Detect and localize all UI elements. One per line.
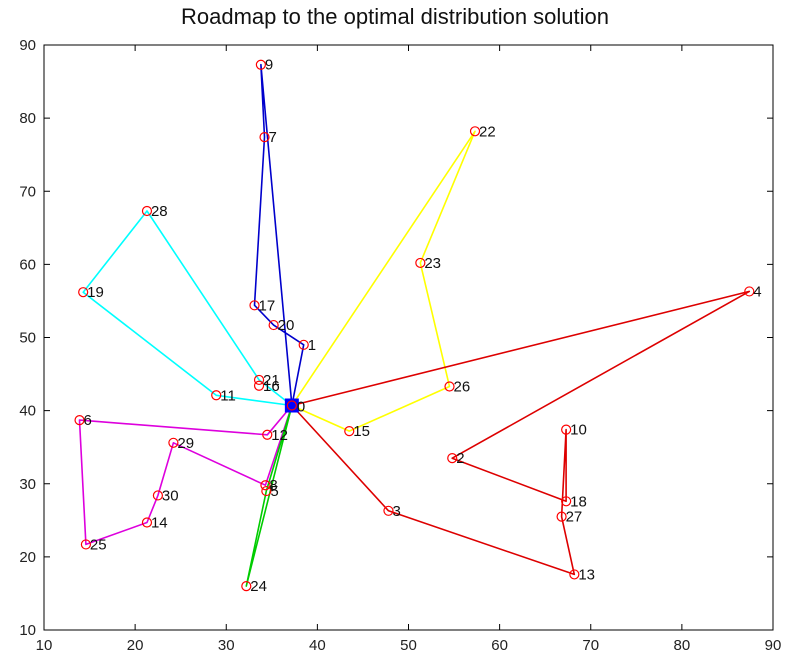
customer-label-14: 14 bbox=[151, 515, 168, 532]
x-tick-label: 30 bbox=[218, 637, 235, 654]
customer-marker-5 bbox=[261, 485, 272, 497]
x-tick-label: 80 bbox=[674, 637, 691, 654]
depot-circle bbox=[286, 400, 297, 411]
route-line-2 bbox=[291, 130, 476, 432]
customer-label-15: 15 bbox=[353, 423, 370, 440]
customer-label-28: 28 bbox=[151, 203, 168, 220]
y-tick-label: 40 bbox=[19, 403, 36, 420]
customer-label-18: 18 bbox=[570, 493, 587, 510]
routes-layer bbox=[78, 63, 751, 587]
customer-label-9: 9 bbox=[265, 57, 273, 74]
customer-label-2: 2 bbox=[456, 450, 464, 467]
customer-label-8: 8 bbox=[269, 477, 277, 494]
customer-marker-10 bbox=[561, 424, 572, 435]
customer-label-11: 11 bbox=[220, 387, 236, 404]
customer-marker-6 bbox=[74, 415, 85, 426]
customer-marker-16 bbox=[253, 380, 265, 391]
x-tick-label: 50 bbox=[400, 637, 417, 654]
customer-marker-12 bbox=[262, 429, 273, 440]
y-tick-label: 30 bbox=[19, 476, 36, 493]
x-tick-label: 20 bbox=[127, 637, 144, 654]
y-tick-label: 90 bbox=[19, 37, 36, 54]
y-tick-label: 10 bbox=[19, 622, 36, 639]
customer-label-30: 30 bbox=[162, 487, 179, 504]
customer-label-12: 12 bbox=[271, 427, 288, 444]
x-tick-label: 40 bbox=[309, 637, 326, 654]
customer-marker-26 bbox=[444, 381, 455, 392]
customer-marker-27 bbox=[556, 511, 567, 522]
customer-label-3: 3 bbox=[392, 503, 400, 520]
customer-marker-8 bbox=[260, 480, 271, 491]
customer-label-24: 24 bbox=[250, 578, 267, 595]
customer-label-6: 6 bbox=[84, 412, 92, 429]
route-line-1 bbox=[253, 63, 305, 406]
customer-marker-20 bbox=[268, 319, 279, 331]
customer-label-20: 20 bbox=[278, 317, 295, 334]
customer-marker-13 bbox=[569, 569, 580, 580]
customer-label-5: 5 bbox=[270, 483, 278, 500]
customer-marker-1 bbox=[298, 339, 309, 350]
customer-marker-30 bbox=[152, 490, 164, 501]
customer-marker-23 bbox=[415, 257, 426, 269]
customer-label-17: 17 bbox=[258, 297, 275, 314]
plot-frame bbox=[43, 44, 774, 631]
y-tick-label: 50 bbox=[19, 330, 36, 347]
customer-marker-2 bbox=[447, 453, 458, 464]
customer-marker-11 bbox=[211, 390, 222, 401]
customer-marker-21 bbox=[253, 374, 265, 386]
x-tick-label: 70 bbox=[582, 637, 599, 654]
customer-marker-19 bbox=[78, 287, 89, 298]
customer-marker-28 bbox=[141, 205, 153, 217]
customer-label-22: 22 bbox=[479, 123, 496, 140]
route-line-6 bbox=[291, 290, 751, 576]
customer-label-4: 4 bbox=[753, 283, 761, 300]
customer-label-23: 23 bbox=[424, 255, 441, 272]
y-tick-label: 80 bbox=[19, 110, 36, 127]
customer-label-13: 13 bbox=[578, 566, 595, 583]
chart-title: Roadmap to the optimal distribution solu… bbox=[180, 4, 610, 29]
customer-marker-15 bbox=[344, 426, 355, 437]
customer-label-26: 26 bbox=[454, 378, 471, 395]
customer-marker-17 bbox=[249, 300, 260, 311]
customer-marker-29 bbox=[168, 437, 179, 448]
customer-marker-18 bbox=[561, 496, 572, 507]
customer-marker-7 bbox=[259, 132, 270, 143]
x-tick-label: 90 bbox=[765, 637, 782, 654]
customer-marker-22 bbox=[469, 126, 481, 137]
customer-label-19: 19 bbox=[87, 284, 104, 301]
customer-label-16: 16 bbox=[263, 378, 280, 395]
x-tick-label: 10 bbox=[36, 637, 53, 654]
customer-marker-3 bbox=[383, 505, 394, 516]
customer-label-29: 29 bbox=[177, 435, 194, 452]
customer-label-25: 25 bbox=[90, 536, 107, 553]
customer-marker-14 bbox=[141, 517, 153, 528]
customer-marker-24 bbox=[241, 581, 252, 592]
customer-label-10: 10 bbox=[570, 422, 587, 439]
route-line-4 bbox=[78, 404, 293, 546]
customer-label-27: 27 bbox=[566, 509, 583, 526]
route-line-5 bbox=[245, 405, 293, 587]
customer-label-1: 1 bbox=[308, 337, 316, 354]
x-tick-label: 60 bbox=[491, 637, 508, 654]
customer-marker-9 bbox=[255, 59, 266, 70]
depot-label: 0 bbox=[297, 399, 305, 416]
customer-label-7: 7 bbox=[269, 129, 277, 146]
customer-marker-4 bbox=[744, 286, 755, 297]
route-line-3 bbox=[82, 210, 293, 407]
customer-marker-25 bbox=[80, 539, 92, 550]
customer-label-21: 21 bbox=[263, 372, 280, 389]
nodes-layer: 1234567891011121314151617181920212223242… bbox=[74, 57, 762, 595]
y-tick-label: 20 bbox=[19, 549, 36, 566]
y-tick-label: 70 bbox=[19, 183, 36, 200]
y-tick-label: 60 bbox=[19, 256, 36, 273]
